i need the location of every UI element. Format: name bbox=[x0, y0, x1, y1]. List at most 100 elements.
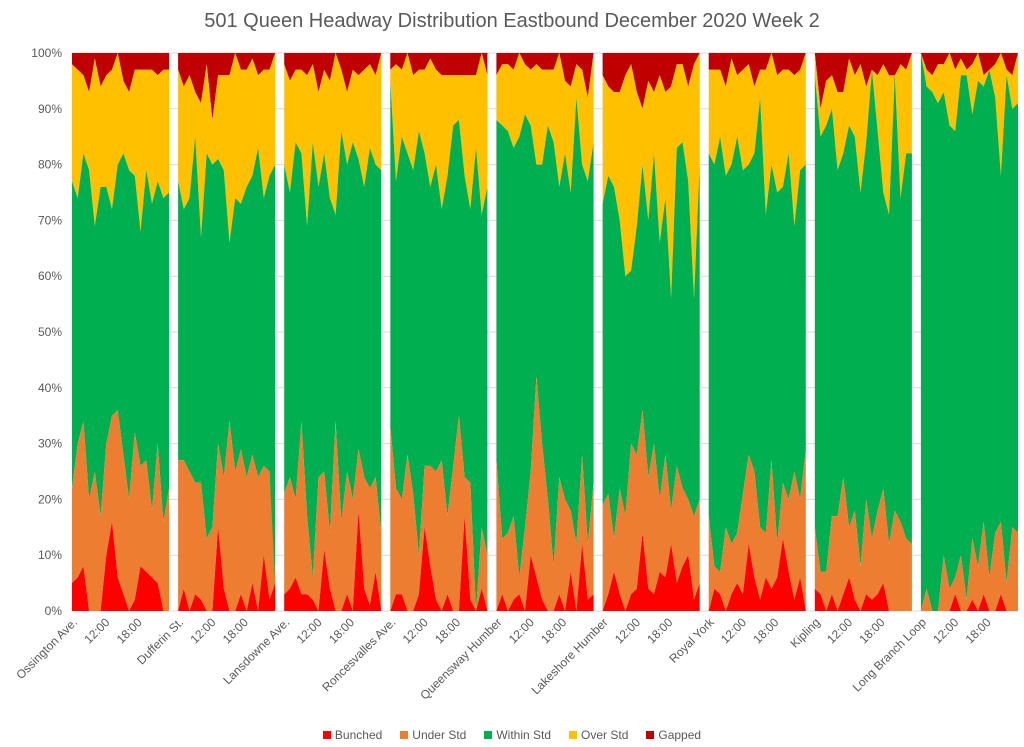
area-gapped bbox=[920, 53, 1018, 76]
legend-item: Over Std bbox=[569, 728, 628, 742]
y-tick-label: 80% bbox=[38, 158, 62, 172]
area-gapped bbox=[496, 53, 594, 98]
legend-swatch bbox=[484, 731, 493, 739]
area-under-std bbox=[814, 477, 912, 611]
x-tick-label: 18:00 bbox=[963, 615, 994, 646]
legend-label: Over Std bbox=[581, 728, 629, 742]
x-tick-label: Kipling bbox=[788, 615, 823, 650]
y-tick-label: 90% bbox=[38, 102, 62, 116]
x-tick-label: Roncesvalles Ave. bbox=[319, 615, 398, 694]
x-tick-label: 12:00 bbox=[294, 615, 325, 646]
legend-swatch bbox=[569, 731, 578, 739]
station-block-1 bbox=[178, 53, 276, 611]
legend-item: Bunched bbox=[322, 728, 382, 742]
area-within-std bbox=[178, 136, 276, 611]
station-block-4 bbox=[496, 53, 594, 611]
area-within-std bbox=[390, 80, 488, 611]
area-gapped bbox=[390, 53, 488, 76]
x-tick-label: 12:00 bbox=[506, 615, 537, 646]
area-under-std bbox=[284, 421, 382, 611]
station-block-0 bbox=[72, 53, 170, 611]
area-bunched bbox=[602, 532, 700, 611]
y-tick-label: 60% bbox=[38, 269, 62, 283]
x-tick-label: 12:00 bbox=[81, 615, 112, 646]
station-block-5 bbox=[602, 53, 700, 611]
area-within-std bbox=[708, 97, 806, 572]
area-over-std bbox=[602, 53, 700, 299]
y-tick-label: 100% bbox=[31, 46, 62, 60]
area-within-std bbox=[72, 153, 170, 522]
area-under-std bbox=[178, 421, 276, 611]
area-within-std bbox=[284, 131, 382, 578]
area-over-std bbox=[72, 53, 170, 232]
area-within-std bbox=[496, 97, 594, 578]
x-tick-label: 18:00 bbox=[114, 615, 145, 646]
x-tick-label: 12:00 bbox=[400, 615, 431, 646]
area-under-std bbox=[920, 521, 1018, 611]
y-tick-label: 0% bbox=[45, 604, 63, 618]
x-tick-label: 18:00 bbox=[432, 615, 463, 646]
area-bunched bbox=[390, 516, 488, 611]
x-tick-label: Long Branch Loop bbox=[850, 615, 929, 694]
station-block-8 bbox=[920, 53, 1018, 611]
x-tick-label: 18:00 bbox=[857, 615, 888, 646]
x-tick-label: 18:00 bbox=[644, 615, 675, 646]
area-gapped bbox=[708, 53, 806, 87]
area-within-std bbox=[602, 142, 700, 539]
area-over-std bbox=[708, 53, 806, 226]
legend-swatch bbox=[322, 731, 331, 739]
x-tick-label: 12:00 bbox=[187, 615, 218, 646]
x-tick-label: Queensway Humber bbox=[417, 615, 504, 702]
area-under-std bbox=[390, 415, 488, 611]
area-gapped bbox=[602, 53, 700, 109]
area-bunched bbox=[920, 594, 1018, 611]
y-tick-label: 10% bbox=[38, 548, 62, 562]
x-tick-label: Ossington Ave. bbox=[13, 615, 80, 682]
legend-item: Gapped bbox=[646, 728, 701, 742]
chart-title: 501 Queen Headway Distribution Eastbound… bbox=[204, 10, 820, 32]
area-bunched bbox=[708, 538, 806, 611]
area-within-std bbox=[920, 53, 1018, 611]
x-tick-label: 12:00 bbox=[718, 615, 749, 646]
y-tick-label: 30% bbox=[38, 437, 62, 451]
area-bunched bbox=[72, 521, 170, 611]
x-tick-label: 18:00 bbox=[326, 615, 357, 646]
legend-label: Within Std bbox=[496, 728, 552, 742]
legend-swatch bbox=[646, 731, 655, 739]
area-over-std bbox=[920, 53, 1018, 176]
area-bunched bbox=[814, 577, 912, 611]
area-series bbox=[72, 53, 1018, 611]
x-tick-label: 18:00 bbox=[538, 615, 569, 646]
area-under-std bbox=[72, 410, 170, 611]
x-tick-label: 12:00 bbox=[824, 615, 855, 646]
y-tick-label: 40% bbox=[38, 381, 62, 395]
x-tick-label: 18:00 bbox=[750, 615, 781, 646]
legend-label: Gapped bbox=[658, 728, 702, 742]
station-block-6 bbox=[708, 53, 806, 611]
area-bunched bbox=[496, 544, 594, 611]
legend-item: Within Std bbox=[484, 728, 551, 742]
area-under-std bbox=[708, 449, 806, 611]
area-under-std bbox=[496, 376, 594, 611]
station-block-7 bbox=[814, 53, 912, 611]
legend-label: Under Std bbox=[412, 728, 467, 742]
area-over-std bbox=[814, 53, 912, 215]
area-gapped bbox=[284, 53, 382, 93]
area-bunched bbox=[284, 510, 382, 611]
station-block-3 bbox=[390, 53, 488, 611]
y-axis-ticks: 0% 10% 20% 30% 40% 50% 60% 70% 80% 90% 100% bbox=[31, 46, 62, 618]
area-bunched bbox=[178, 527, 276, 611]
x-tick-label: 12:00 bbox=[612, 615, 643, 646]
area-under-std bbox=[602, 410, 700, 611]
y-tick-label: 70% bbox=[38, 213, 62, 227]
x-tick-label: 12:00 bbox=[930, 615, 961, 646]
y-tick-label: 20% bbox=[38, 492, 62, 506]
area-gapped bbox=[814, 53, 912, 109]
area-gapped bbox=[72, 53, 170, 93]
area-over-std bbox=[284, 53, 382, 226]
area-within-std bbox=[814, 69, 912, 572]
area-gapped bbox=[178, 53, 276, 120]
x-tick-label: 18:00 bbox=[220, 615, 251, 646]
